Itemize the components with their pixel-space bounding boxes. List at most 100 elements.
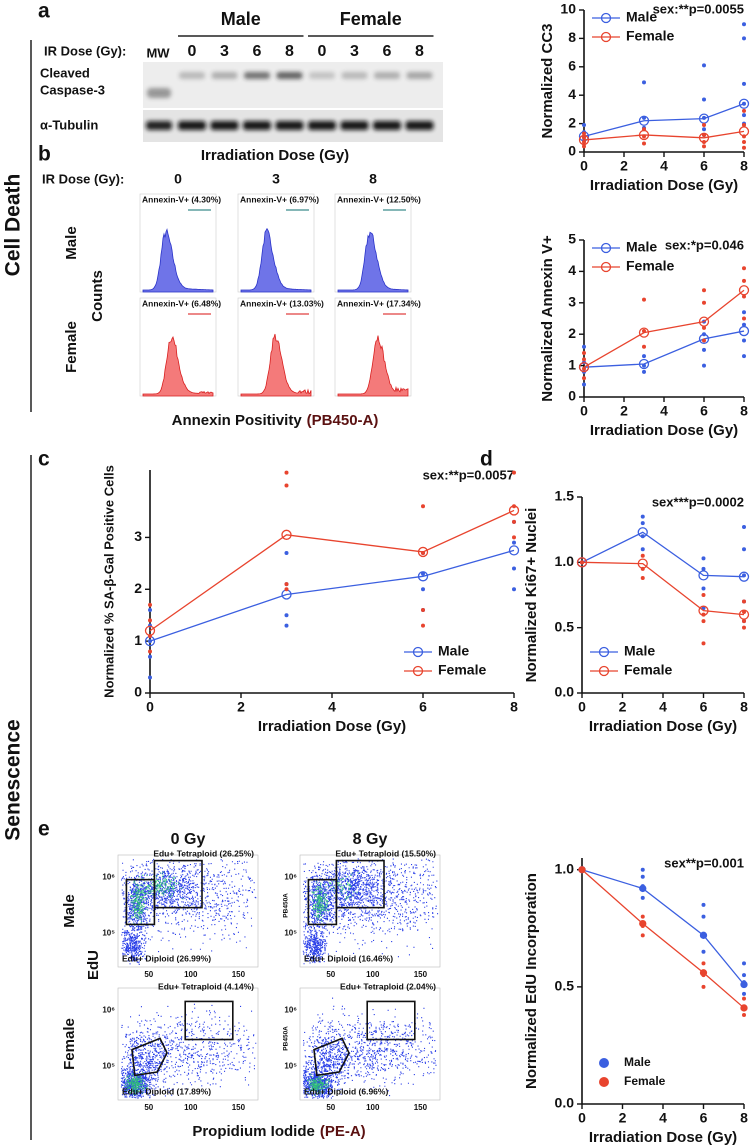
blot-group: Female <box>340 9 402 29</box>
x-tick-label: 0 <box>146 699 154 715</box>
mean-marker <box>508 545 520 556</box>
mean-marker <box>417 546 429 558</box>
data-point <box>421 608 425 613</box>
mean-marker <box>698 605 709 616</box>
mean-marker <box>699 931 708 939</box>
x-tick-label: 8 <box>510 699 518 715</box>
gate <box>131 1037 168 1077</box>
x-tick-label: 6 <box>700 403 708 419</box>
data-point <box>642 369 646 374</box>
data-point <box>582 376 586 381</box>
data-point <box>742 123 746 128</box>
mean-marker <box>738 571 750 582</box>
data-point <box>582 144 586 149</box>
annotation: sex:**p=0.0055 <box>653 1 744 16</box>
flow-tick: 10⁶ <box>284 873 297 882</box>
data-point <box>284 613 289 618</box>
flow-tick: 10⁶ <box>284 1006 297 1015</box>
mean-marker <box>698 333 710 345</box>
data-point <box>640 874 645 879</box>
gate-label: Edu+ Tetraploid (26.25%) <box>153 848 254 858</box>
data-point <box>640 553 645 558</box>
dose: 0 <box>318 43 327 60</box>
data-point <box>742 108 746 113</box>
mean-marker <box>281 529 292 540</box>
x-tick-label: 0 <box>578 1110 586 1126</box>
y-tick-label: 3 <box>134 528 142 544</box>
mean-marker <box>698 570 709 581</box>
x-tick-label: 2 <box>619 1110 627 1126</box>
data-point <box>148 602 152 607</box>
mean-marker <box>738 98 750 109</box>
row-label: Female <box>63 321 80 373</box>
data-point <box>742 22 746 27</box>
gate-label: Annexin-V+ (13.03%) <box>240 298 324 308</box>
dose: 0 <box>174 171 182 187</box>
data-point <box>701 586 706 591</box>
data-point <box>642 141 646 146</box>
panel-letter: a <box>38 0 50 23</box>
gate-label: Edu+ Tetraploid (4.14%) <box>158 981 254 991</box>
data-point <box>582 357 586 362</box>
x-tick-label: 8 <box>740 1110 748 1126</box>
band <box>405 121 434 130</box>
data-point <box>582 344 586 349</box>
data-point <box>742 961 746 966</box>
flow-tick: 10⁵ <box>102 929 115 938</box>
y-axis-label: Normalized Ki67+ Nuclei <box>523 508 540 683</box>
data-point <box>284 587 289 592</box>
y-tick-label: 1.5 <box>555 488 575 504</box>
data-point <box>582 140 586 145</box>
x-tick-label: 2 <box>619 699 627 715</box>
y-tick-label: 2 <box>568 325 576 341</box>
legend-marker <box>598 646 610 658</box>
band <box>341 72 368 79</box>
dose: 0 <box>188 43 197 60</box>
x-axis-label: Irradiation Dose (Gy) <box>589 1129 737 1146</box>
legend-marker <box>600 261 612 273</box>
flow-frame <box>117 854 259 968</box>
data-point <box>421 571 425 576</box>
y-tick-label: 0.0 <box>555 1095 575 1111</box>
data-point <box>284 470 289 475</box>
blot: Male Female IR Dose (Gy): MW 0 3 6 8 0 3 6 8 Cleaved… <box>40 9 434 132</box>
data-point <box>742 973 746 978</box>
band <box>373 121 401 130</box>
mean-marker <box>578 362 590 373</box>
flow-tick: 10⁶ <box>102 1006 115 1015</box>
row-label: Male <box>63 226 80 259</box>
y-channel: PB450A <box>283 1026 290 1051</box>
dose: 3 <box>350 43 359 60</box>
data-point <box>701 949 706 954</box>
data-point <box>742 266 746 271</box>
x-axis-label: Irradiation Dose (Gy) <box>590 177 738 194</box>
band <box>210 121 239 130</box>
band <box>147 88 171 98</box>
mean-marker <box>698 132 710 143</box>
legend-label: Male <box>624 643 655 659</box>
data-point <box>582 351 586 356</box>
mean-line <box>149 509 515 632</box>
x-tick-label: 6 <box>419 699 427 715</box>
data-point <box>742 996 746 1001</box>
data-point <box>702 63 706 68</box>
data-point <box>642 344 646 349</box>
data-point <box>421 623 425 628</box>
x-tick-label: 6 <box>700 1110 708 1126</box>
mean-line <box>581 531 745 578</box>
legend-marker <box>600 242 612 254</box>
x-tick-label: 4 <box>328 699 336 715</box>
gate-label: Edu+ Diploid (16.46%) <box>304 953 393 963</box>
mean-marker <box>740 1004 748 1012</box>
x-tick-label: 0 <box>580 403 588 419</box>
legend-marker <box>598 665 610 677</box>
data-point <box>701 902 706 907</box>
data-point <box>148 618 152 623</box>
band <box>308 121 336 130</box>
legend-marker <box>412 665 424 677</box>
data-point <box>512 566 516 571</box>
legend-label: Male <box>626 239 657 255</box>
band <box>244 72 270 79</box>
data-point <box>702 288 706 293</box>
